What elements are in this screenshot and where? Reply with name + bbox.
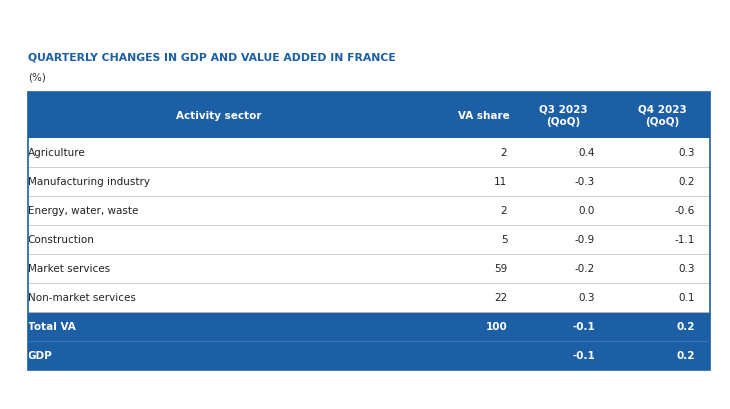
Text: 0.3: 0.3: [678, 148, 695, 158]
Text: -0.2: -0.2: [575, 264, 595, 274]
Text: Q4 2023
(QoQ): Q4 2023 (QoQ): [638, 105, 686, 127]
Text: Manufacturing industry: Manufacturing industry: [28, 177, 150, 187]
Text: (%): (%): [28, 73, 46, 83]
Text: 0.2: 0.2: [678, 177, 695, 187]
Text: -1.1: -1.1: [675, 235, 695, 245]
Bar: [28, 312, 710, 341]
Text: -0.1: -0.1: [572, 322, 595, 332]
Text: 0.2: 0.2: [677, 322, 695, 332]
Text: 0.3: 0.3: [578, 293, 595, 303]
Text: 22: 22: [494, 293, 507, 303]
Text: GDP: GDP: [28, 351, 53, 361]
Bar: [28, 139, 710, 168]
Bar: [28, 93, 710, 370]
Text: 0.1: 0.1: [678, 293, 695, 303]
Bar: [28, 254, 710, 283]
Bar: [28, 168, 710, 196]
Text: 59: 59: [494, 264, 507, 274]
Text: Construction: Construction: [28, 235, 95, 245]
Text: 2: 2: [501, 206, 507, 216]
Text: -0.3: -0.3: [575, 177, 595, 187]
Text: 0.4: 0.4: [578, 148, 595, 158]
Text: -0.6: -0.6: [675, 206, 695, 216]
Bar: [28, 225, 710, 254]
Text: Total VA: Total VA: [28, 322, 75, 332]
Text: VA share: VA share: [458, 111, 510, 121]
Bar: [28, 283, 710, 312]
Text: 0.2: 0.2: [677, 351, 695, 361]
Text: Q3 2023
(QoQ): Q3 2023 (QoQ): [539, 105, 588, 127]
Text: Activity sector: Activity sector: [176, 111, 262, 121]
Text: 0.3: 0.3: [678, 264, 695, 274]
Text: 0.0: 0.0: [579, 206, 595, 216]
Text: Energy, water, waste: Energy, water, waste: [28, 206, 138, 216]
Text: 2: 2: [501, 148, 507, 158]
Bar: [28, 93, 710, 139]
Text: -0.1: -0.1: [572, 351, 595, 361]
Text: Agriculture: Agriculture: [28, 148, 85, 158]
Text: 11: 11: [494, 177, 507, 187]
Text: 5: 5: [501, 235, 507, 245]
Text: Non-market services: Non-market services: [28, 293, 136, 303]
Bar: [28, 196, 710, 225]
Text: QUARTERLY CHANGES IN GDP AND VALUE ADDED IN FRANCE: QUARTERLY CHANGES IN GDP AND VALUE ADDED…: [28, 53, 396, 63]
Text: Market services: Market services: [28, 264, 109, 274]
Text: -0.9: -0.9: [575, 235, 595, 245]
Text: 100: 100: [485, 322, 507, 332]
Bar: [28, 341, 710, 370]
